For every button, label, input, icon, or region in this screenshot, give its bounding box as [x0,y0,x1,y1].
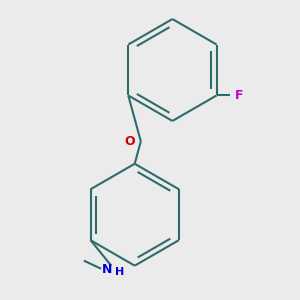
Text: N: N [102,263,112,276]
Text: O: O [124,135,135,148]
Text: F: F [235,89,243,102]
Text: H: H [115,267,124,277]
